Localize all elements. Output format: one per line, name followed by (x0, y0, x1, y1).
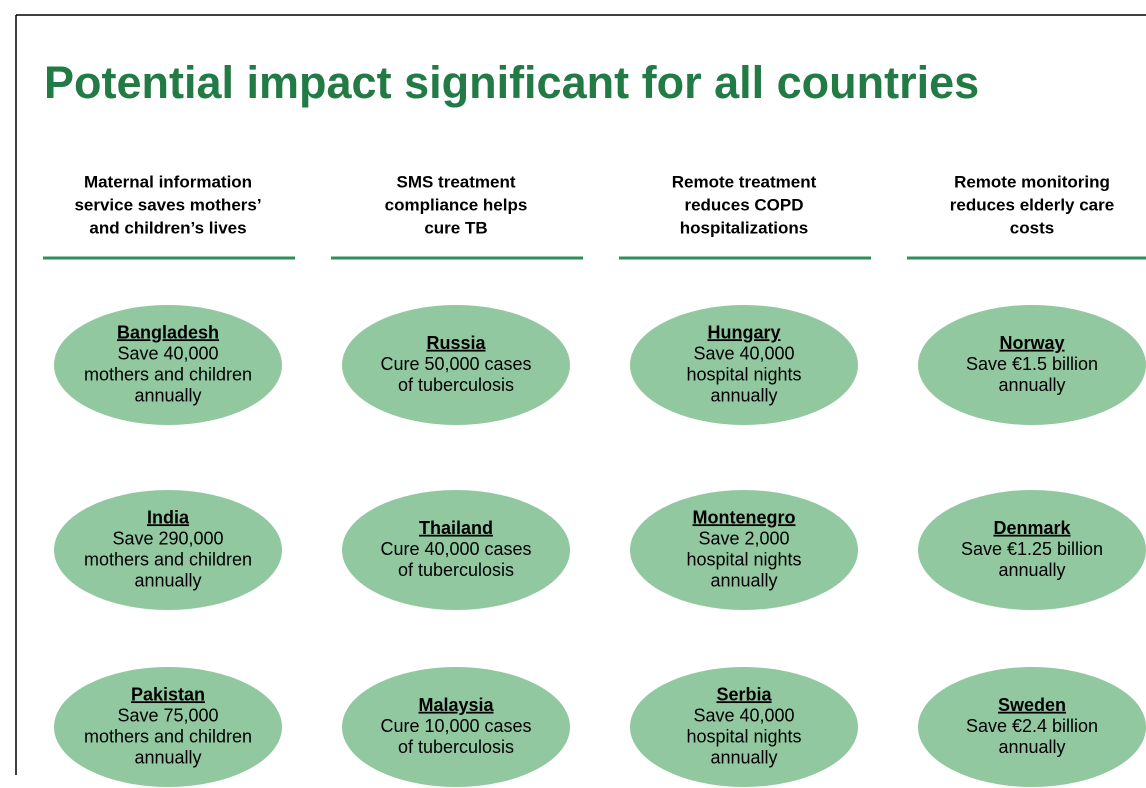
impact-line: annually (998, 560, 1065, 580)
impact-ellipse (918, 490, 1146, 610)
impact-line: Save 75,000 (117, 705, 218, 725)
column-header: service saves mothers’ (74, 195, 261, 214)
impact-line: Save 290,000 (112, 528, 223, 548)
country-name: India (147, 507, 190, 527)
impact-line: Save 40,000 (693, 343, 794, 363)
impact-line: hospital nights (686, 726, 801, 746)
impact-line: Save €1.5 billion (966, 354, 1098, 374)
country-name: Thailand (419, 518, 493, 538)
impact-line: Save 40,000 (693, 705, 794, 725)
column-header: SMS treatment (396, 172, 515, 191)
country-name: Malaysia (418, 695, 494, 715)
impact-ellipse (54, 305, 282, 425)
impact-line: hospital nights (686, 549, 801, 569)
country-name: Bangladesh (117, 322, 219, 342)
impact-line: Cure 50,000 cases (380, 354, 531, 374)
column-header: and children’s lives (89, 218, 246, 237)
column-header: reduces elderly care (950, 195, 1114, 214)
impact-ellipse (54, 490, 282, 610)
impact-ellipse (918, 305, 1146, 425)
country-name: Russia (426, 333, 486, 353)
column-header: Maternal information (84, 172, 252, 191)
impact-line: Save 40,000 (117, 343, 218, 363)
impact-line: annually (710, 747, 777, 767)
column-header: costs (1010, 218, 1054, 237)
impact-ellipse (342, 667, 570, 787)
column-header: Remote treatment (672, 172, 817, 191)
impact-line: annually (134, 747, 201, 767)
column-header: Remote monitoring (954, 172, 1110, 191)
country-name: Denmark (993, 518, 1071, 538)
country-name: Norway (999, 333, 1064, 353)
impact-line: annually (998, 737, 1065, 757)
impact-line: Save €1.25 billion (961, 539, 1103, 559)
country-name: Sweden (998, 695, 1066, 715)
country-name: Pakistan (131, 684, 205, 704)
impact-line: Save €2.4 billion (966, 716, 1098, 736)
impact-ellipse (918, 667, 1146, 787)
impact-line: Cure 10,000 cases (380, 716, 531, 736)
impact-line: annually (134, 385, 201, 405)
impact-line: annually (998, 375, 1065, 395)
impact-ellipse (54, 667, 282, 787)
impact-line: Cure 40,000 cases (380, 539, 531, 559)
impact-ellipse (630, 490, 858, 610)
column-header: cure TB (424, 218, 487, 237)
country-name: Montenegro (693, 507, 796, 527)
impact-line: annually (134, 570, 201, 590)
impact-line: mothers and children (84, 549, 252, 569)
column-header: reduces COPD (684, 195, 803, 214)
impact-line: Save 2,000 (698, 528, 789, 548)
impact-line: of tuberculosis (398, 737, 514, 757)
column-header: hospitalizations (680, 218, 808, 237)
country-name: Serbia (716, 684, 772, 704)
column-header: compliance helps (385, 195, 528, 214)
impact-line: hospital nights (686, 364, 801, 384)
country-name: Hungary (707, 322, 780, 342)
impact-ellipse (342, 490, 570, 610)
impact-line: annually (710, 385, 777, 405)
impact-line: of tuberculosis (398, 560, 514, 580)
impact-ellipse (342, 305, 570, 425)
impact-line: mothers and children (84, 726, 252, 746)
slide-title: Potential impact significant for all cou… (44, 57, 979, 108)
impact-line: annually (710, 570, 777, 590)
impact-line: of tuberculosis (398, 375, 514, 395)
impact-ellipse (630, 667, 858, 787)
impact-ellipse (630, 305, 858, 425)
impact-line: mothers and children (84, 364, 252, 384)
